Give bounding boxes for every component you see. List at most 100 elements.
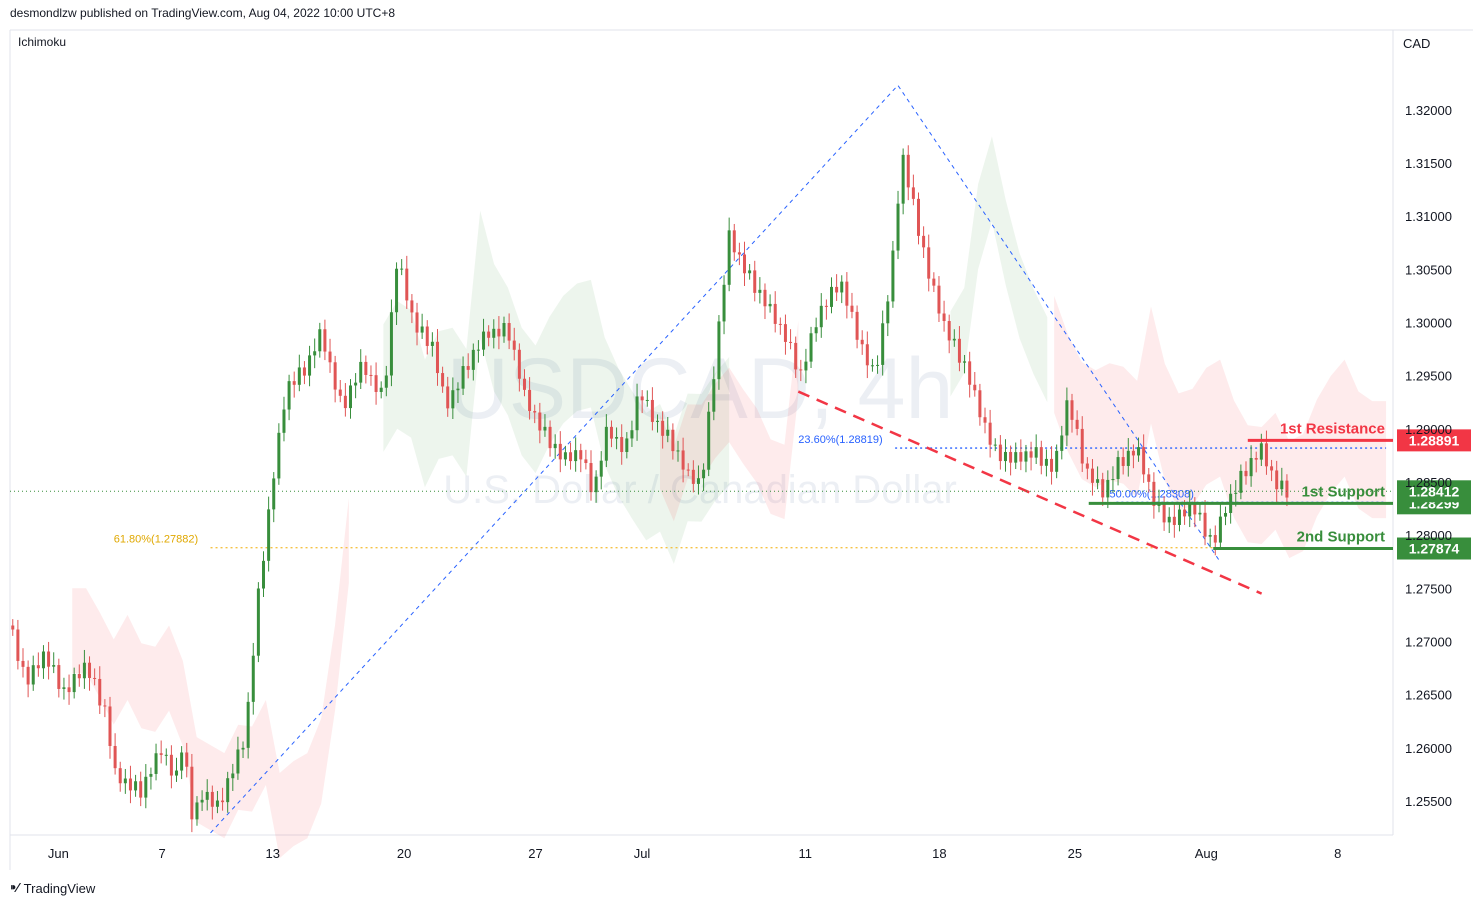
candle-body <box>548 426 552 449</box>
fib-level-label: 50.00%(1.28308) <box>1109 488 1193 500</box>
candle-body <box>635 396 639 431</box>
candle-body <box>625 438 629 453</box>
candle-body <box>1183 509 1187 517</box>
support-price-badge[interactable] <box>1397 537 1471 560</box>
candle-body <box>563 452 567 460</box>
candles[interactable] <box>11 145 1289 833</box>
candle-body <box>82 662 86 679</box>
candle-body <box>553 443 557 449</box>
candle-body <box>983 417 987 423</box>
candle-body <box>845 281 849 306</box>
candle-body <box>1142 447 1146 475</box>
candle-body <box>308 355 312 376</box>
candle-body <box>1014 452 1018 463</box>
candle-body <box>957 338 961 363</box>
candle-body <box>656 420 660 422</box>
x-tick-label: 18 <box>932 846 946 861</box>
publisher-header: desmondlzw published on TradingView.com,… <box>10 6 396 20</box>
candle-body <box>323 329 327 352</box>
time-axis[interactable]: Jun 7 13 20 27 Jul 11 18 25 Aug 8 <box>48 846 1341 861</box>
candle-body <box>973 384 977 391</box>
candle-body <box>1039 447 1043 466</box>
candle-body <box>144 776 148 798</box>
fib-level-label: 61.80%(1.27882) <box>114 534 198 546</box>
candle-body <box>466 366 470 370</box>
candle-body <box>389 312 393 376</box>
x-tick-label: 13 <box>266 846 280 861</box>
candle-body <box>676 450 680 452</box>
candle-body <box>998 444 1002 462</box>
candle-body <box>942 313 946 322</box>
current-price-badge[interactable] <box>1397 480 1471 503</box>
y-tick-label: 1.28000 <box>1405 528 1452 543</box>
candle-body <box>1147 474 1151 482</box>
candle-body <box>768 303 772 307</box>
candle-body <box>896 203 900 251</box>
candle-body <box>881 323 885 365</box>
price-axis[interactable]: 1.32000 1.31500 1.31000 1.30500 1.30000 1.295… <box>1405 103 1452 809</box>
candle-body <box>1126 450 1130 466</box>
candle-body <box>707 411 711 470</box>
candle-body <box>16 629 20 661</box>
descending-trendline[interactable] <box>797 390 1263 595</box>
candle-body <box>661 420 665 436</box>
candle-body <box>1019 452 1023 462</box>
candle-body <box>88 662 92 678</box>
candle-body <box>379 387 383 392</box>
candle-body <box>215 800 219 807</box>
candle-body <box>31 665 35 685</box>
x-tick-label: 11 <box>798 846 812 861</box>
y-tick-label: 1.26000 <box>1405 741 1452 756</box>
candle-body <box>1188 503 1192 517</box>
candle-body <box>451 390 455 409</box>
candle-body <box>1239 470 1243 493</box>
candle-body <box>783 324 787 342</box>
candle-body <box>870 365 874 367</box>
candle-body <box>420 326 424 333</box>
trendline-group[interactable] <box>797 390 1263 595</box>
candle-body <box>1198 512 1202 515</box>
candle-body <box>824 305 828 307</box>
candle-body <box>302 367 306 376</box>
candle-body <box>395 268 399 313</box>
indicator-label[interactable]: Ichimoku <box>18 35 67 49</box>
candle-body <box>471 349 475 370</box>
candle-body <box>1203 512 1207 537</box>
candle-body <box>139 781 143 798</box>
candle-body <box>200 799 204 803</box>
candle-body <box>267 509 271 561</box>
candle-body <box>502 323 506 337</box>
candle-body <box>911 187 915 199</box>
candle-body <box>1234 492 1238 494</box>
candle-body <box>1003 451 1007 462</box>
candle-body <box>461 366 465 389</box>
candle-body <box>512 340 516 350</box>
x-tick-label: 25 <box>1068 846 1082 861</box>
candle-body <box>640 396 644 401</box>
candle-body <box>1137 447 1141 456</box>
candle-body <box>1254 458 1258 460</box>
resistance-price-badge[interactable] <box>1397 429 1471 452</box>
candle-body <box>251 655 255 702</box>
candle-body <box>1172 516 1176 525</box>
candle-body <box>507 323 511 341</box>
candle-body <box>922 235 926 248</box>
fib-swing-line[interactable] <box>210 84 1221 834</box>
candle-body <box>1096 479 1100 483</box>
x-tick-label: 27 <box>528 846 542 861</box>
footer-brand[interactable]: ⁍∕ TradingView <box>10 880 95 896</box>
candle-body <box>850 305 854 312</box>
candle-body <box>743 254 747 274</box>
candle-body <box>262 560 266 589</box>
candle-body <box>1213 535 1217 543</box>
candle-body <box>988 422 992 445</box>
candle-body <box>773 303 777 324</box>
candle-body <box>569 452 573 462</box>
footer-brand-text: TradingView <box>23 880 96 896</box>
x-tick-label: 8 <box>1334 846 1341 861</box>
support-label: 2nd Support <box>1297 529 1385 546</box>
candle-body <box>1275 470 1279 490</box>
y-tick-label: 1.32000 <box>1405 103 1452 118</box>
